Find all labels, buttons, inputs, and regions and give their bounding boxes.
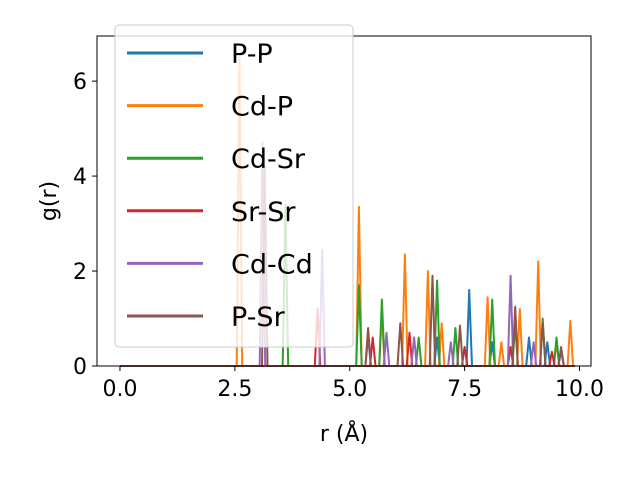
legend-label-p-p: P-P: [231, 39, 273, 70]
x-axis-label: r (Å): [320, 420, 368, 447]
x-tick-label: 0.0: [102, 377, 137, 402]
x-tick-label: 7.5: [447, 377, 482, 402]
y-axis-label: g(r): [37, 181, 62, 221]
ticks-layer: 0.0 2.5 5.0 7.5 10.0 0 2 4 6: [73, 70, 604, 402]
y-tick-label: 4: [73, 165, 87, 190]
y-tick-label: 6: [73, 70, 87, 95]
legend-entries: P-P Cd-P Cd-Sr Sr-Sr Cd-Cd P-Sr: [127, 39, 313, 333]
y-tick-label: 2: [73, 260, 87, 285]
legend-box: [114, 24, 354, 348]
x-tick-label: 5.0: [332, 377, 367, 402]
legend-label-cd-sr: Cd-Sr: [231, 144, 306, 175]
legend-label-cd-p: Cd-P: [231, 92, 293, 123]
legend-label-p-sr: P-Sr: [231, 302, 286, 333]
legend: P-P Cd-P Cd-Sr Sr-Sr Cd-Cd P-Sr: [114, 24, 354, 348]
x-tick-label: 10.0: [555, 377, 604, 402]
x-tick-label: 2.5: [217, 377, 252, 402]
legend-label-sr-sr: Sr-Sr: [231, 197, 296, 228]
legend-label-cd-cd: Cd-Cd: [231, 249, 313, 280]
y-tick-label: 0: [73, 355, 87, 380]
